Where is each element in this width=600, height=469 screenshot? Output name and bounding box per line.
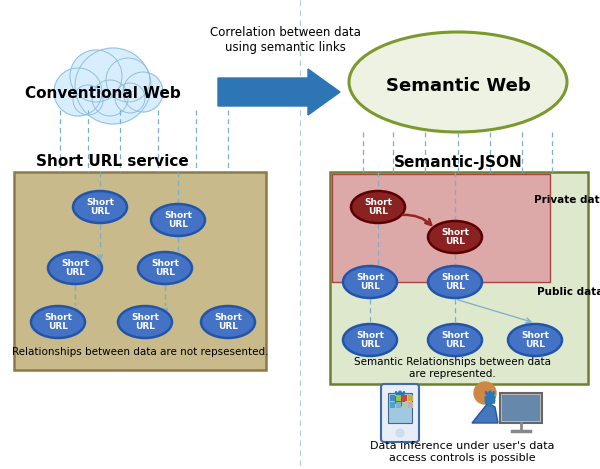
Circle shape (70, 50, 122, 102)
FancyBboxPatch shape (402, 402, 407, 408)
Ellipse shape (351, 191, 405, 223)
Text: Relationships between data are not repsesented.: Relationships between data are not repse… (12, 347, 268, 357)
Ellipse shape (73, 191, 127, 223)
FancyBboxPatch shape (330, 172, 588, 384)
Text: Short
URL: Short URL (356, 272, 384, 291)
Text: Short
URL: Short URL (86, 197, 114, 216)
Circle shape (123, 72, 163, 112)
Circle shape (115, 83, 145, 113)
Circle shape (92, 80, 128, 116)
Polygon shape (472, 403, 498, 423)
FancyBboxPatch shape (332, 174, 550, 282)
Ellipse shape (118, 306, 172, 338)
FancyBboxPatch shape (500, 393, 542, 423)
Text: Short
URL: Short URL (214, 313, 242, 332)
FancyBboxPatch shape (390, 402, 395, 408)
FancyBboxPatch shape (388, 393, 412, 423)
FancyBboxPatch shape (390, 395, 395, 401)
Ellipse shape (349, 32, 567, 132)
FancyBboxPatch shape (408, 395, 413, 401)
Text: Short
URL: Short URL (364, 197, 392, 216)
Ellipse shape (201, 306, 255, 338)
Ellipse shape (48, 252, 102, 284)
Circle shape (106, 58, 150, 102)
Circle shape (75, 48, 151, 124)
Text: Short URL service: Short URL service (35, 154, 188, 169)
Ellipse shape (343, 266, 397, 298)
FancyBboxPatch shape (14, 172, 266, 370)
Ellipse shape (151, 204, 205, 236)
Text: Semantic Relationships between data
are represented.: Semantic Relationships between data are … (353, 357, 551, 379)
Ellipse shape (343, 324, 397, 356)
Circle shape (54, 68, 102, 116)
Ellipse shape (31, 306, 85, 338)
Ellipse shape (428, 324, 482, 356)
Circle shape (474, 382, 496, 404)
Text: Data inference under user's data
access controls is possible: Data inference under user's data access … (370, 441, 554, 463)
Text: Public data: Public data (537, 287, 600, 297)
Text: Short
URL: Short URL (131, 313, 159, 332)
FancyBboxPatch shape (381, 384, 419, 442)
Text: Short
URL: Short URL (61, 258, 89, 277)
Text: Short
URL: Short URL (356, 331, 384, 349)
Text: Private data: Private data (533, 195, 600, 205)
Text: Short
URL: Short URL (151, 258, 179, 277)
FancyBboxPatch shape (396, 402, 401, 408)
Ellipse shape (428, 266, 482, 298)
Text: Short
URL: Short URL (441, 272, 469, 291)
Text: Semantic-JSON: Semantic-JSON (394, 154, 523, 169)
Text: Semantic Web: Semantic Web (386, 77, 530, 95)
Ellipse shape (138, 252, 192, 284)
Circle shape (396, 429, 404, 437)
Text: Short
URL: Short URL (441, 331, 469, 349)
FancyBboxPatch shape (396, 395, 401, 401)
Circle shape (73, 85, 103, 115)
Ellipse shape (508, 324, 562, 356)
FancyArrow shape (218, 69, 340, 115)
FancyBboxPatch shape (502, 395, 540, 421)
FancyBboxPatch shape (402, 395, 407, 401)
FancyBboxPatch shape (408, 402, 413, 408)
Text: Short
URL: Short URL (521, 331, 549, 349)
Text: Short
URL: Short URL (164, 211, 192, 229)
Text: Conventional Web: Conventional Web (25, 86, 181, 101)
Text: Short
URL: Short URL (44, 313, 72, 332)
Text: Short
URL: Short URL (441, 227, 469, 246)
Ellipse shape (428, 221, 482, 253)
Text: Correlation between data
using semantic links: Correlation between data using semantic … (209, 26, 361, 54)
